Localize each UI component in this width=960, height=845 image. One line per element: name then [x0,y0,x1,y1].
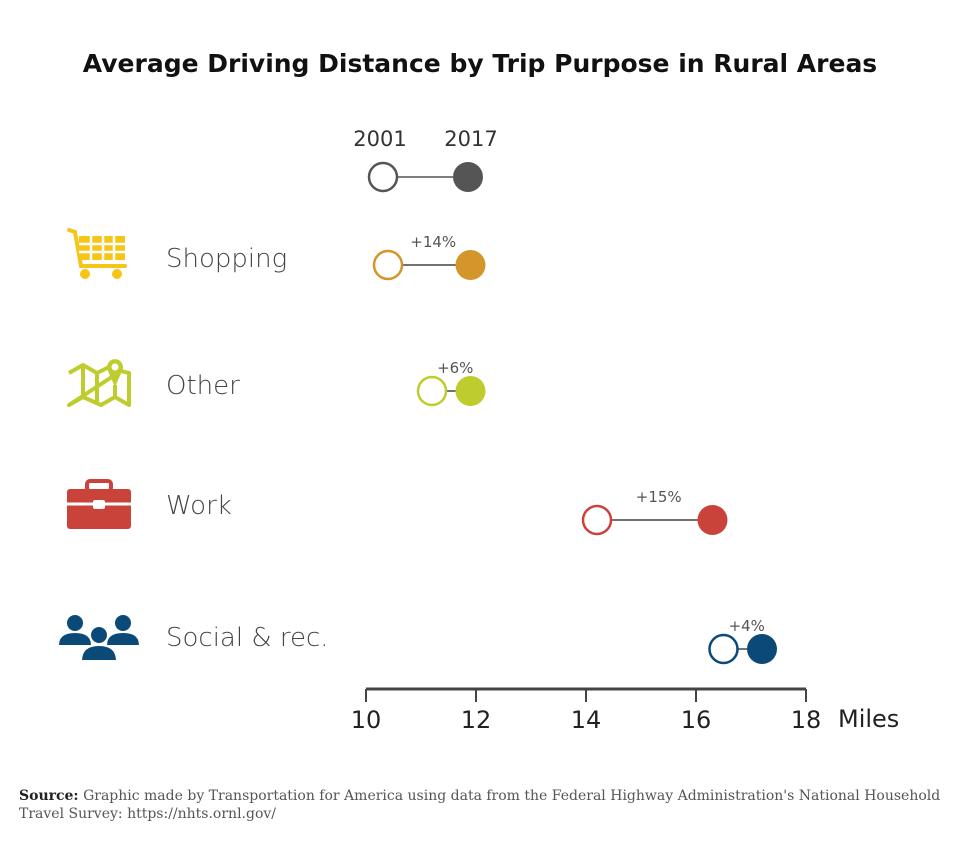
people-group-icon [59,615,139,662]
tick-label: 10 [351,706,382,734]
x-axis-label: Miles [838,705,899,733]
chart-title: Average Driving Distance by Trip Purpose… [83,49,877,78]
marker-2017 [455,250,486,280]
marker-2001 [708,633,739,665]
briefcase-icon [67,479,131,529]
row-social-rec: Social & rec. +4% [59,615,777,665]
tick-label: 12 [461,706,492,734]
legend-marker-2017 [453,162,483,192]
legend: 2001 2017 [353,127,498,193]
category-label: Social & rec. [166,623,329,653]
marker-2017 [697,505,728,535]
map-pin-icon [67,359,131,407]
marker-2001 [416,375,448,407]
legend-label-2001: 2001 [353,127,406,151]
source-text: Graphic made by Transportation for Ameri… [19,788,941,822]
row-work: Work +15% [67,479,728,536]
tick-label: 14 [571,706,602,734]
row-other: Other +6% [67,359,486,407]
category-label: Other [166,371,240,401]
marker-2017 [747,634,777,664]
category-label: Work [166,491,232,521]
source-label: Source: [19,788,79,804]
category-label: Shopping [166,244,287,274]
marker-2001 [581,504,613,536]
legend-marker-2001 [367,161,399,193]
source-note: Source: Graphic made by Transportation f… [19,787,949,823]
change-label: +4% [729,617,765,635]
change-label: +6% [437,359,473,377]
marker-2017 [455,376,486,406]
change-label: +14% [410,233,456,251]
tick-label: 16 [681,706,712,734]
legend-label-2017: 2017 [444,127,497,151]
shopping-cart-icon [67,228,127,279]
row-shopping: Shopping +14% [67,228,486,281]
change-label: +15% [636,488,682,506]
tick-label: 18 [791,706,822,734]
marker-2001 [372,249,404,281]
x-axis: 10 12 14 16 18 [351,687,822,734]
